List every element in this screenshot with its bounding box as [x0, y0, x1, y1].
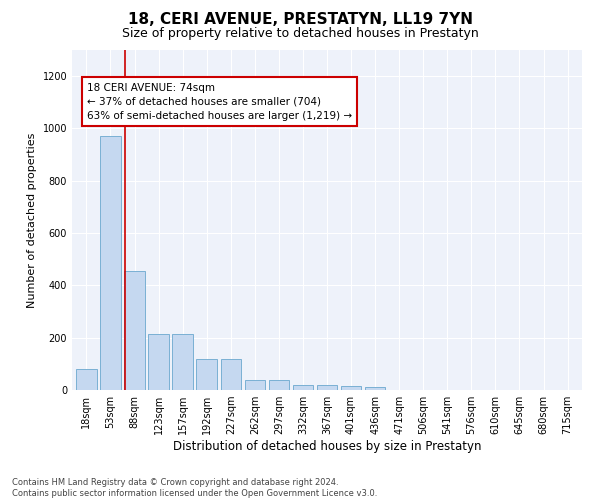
Bar	[269, 380, 289, 390]
Bar	[293, 385, 313, 390]
Text: Contains HM Land Registry data © Crown copyright and database right 2024.
Contai: Contains HM Land Registry data © Crown c…	[12, 478, 377, 498]
Bar	[196, 358, 217, 390]
X-axis label: Distribution of detached houses by size in Prestatyn: Distribution of detached houses by size …	[173, 440, 481, 453]
Bar	[172, 334, 193, 390]
Bar	[100, 136, 121, 390]
Text: 18 CERI AVENUE: 74sqm
← 37% of detached houses are smaller (704)
63% of semi-det: 18 CERI AVENUE: 74sqm ← 37% of detached …	[87, 82, 352, 120]
Bar	[245, 380, 265, 390]
Text: 18, CERI AVENUE, PRESTATYN, LL19 7YN: 18, CERI AVENUE, PRESTATYN, LL19 7YN	[128, 12, 473, 28]
Bar	[317, 385, 337, 390]
Y-axis label: Number of detached properties: Number of detached properties	[27, 132, 37, 308]
Text: Size of property relative to detached houses in Prestatyn: Size of property relative to detached ho…	[122, 28, 478, 40]
Bar	[148, 334, 169, 390]
Bar	[365, 388, 385, 390]
Bar	[221, 358, 241, 390]
Bar	[124, 271, 145, 390]
Bar	[76, 369, 97, 390]
Bar	[341, 386, 361, 390]
